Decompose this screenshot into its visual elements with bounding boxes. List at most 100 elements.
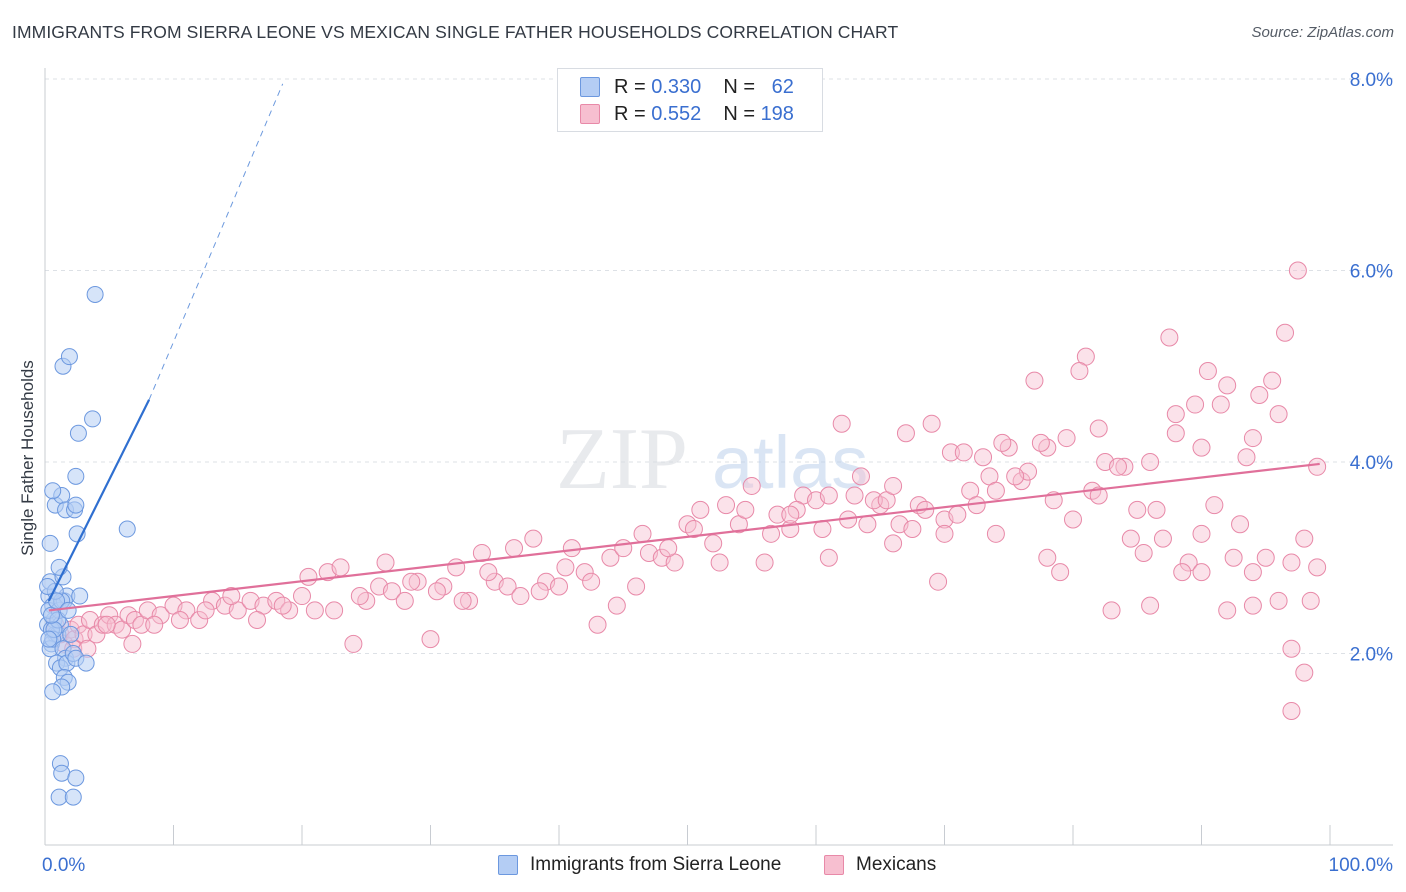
r-label: R = [614, 102, 646, 125]
point-mexicans [1064, 510, 1082, 529]
correlation-legend: R = 0.330 N = 62 R = 0.552 N = 198 [557, 68, 823, 132]
legend-row-sierra-leone: R = 0.330 N = 62 [580, 74, 794, 100]
point-mexicans [1263, 371, 1282, 390]
point-mexicans [299, 567, 318, 586]
point-mexicans [123, 634, 142, 653]
point-mexicans [550, 577, 568, 596]
point-mexicans [717, 496, 736, 515]
point-mexicans [1250, 385, 1269, 404]
point-mexicans [376, 553, 395, 572]
point-mexicans [1141, 596, 1160, 615]
point-mexicans [1192, 524, 1211, 543]
legend-swatch-pink [580, 104, 600, 124]
point-sierra-leone [59, 601, 77, 619]
point-mexicans [948, 505, 967, 524]
point-mexicans [248, 610, 267, 629]
point-mexicans [941, 443, 960, 462]
point-mexicans [1295, 529, 1314, 548]
point-mexicans [97, 615, 116, 634]
point-sierra-leone [41, 534, 59, 552]
y-axis-title: Single Father Households [18, 360, 37, 556]
point-mexicans [427, 582, 446, 601]
point-sierra-leone [118, 520, 136, 538]
point-mexicans [408, 572, 427, 591]
point-mexicans [1231, 515, 1250, 534]
tick-labels: 2.0% 4.0% 6.0% 8.0% 0.0% 100.0% [42, 70, 1393, 876]
point-mexicans [1243, 429, 1262, 448]
point-mexicans [1256, 548, 1275, 567]
point-mexicans [633, 524, 652, 543]
point-mexicans [305, 601, 324, 620]
point-mexicans [819, 486, 838, 505]
point-mexicans [582, 572, 601, 591]
point-mexicans [562, 539, 581, 558]
point-mexicans [350, 587, 369, 606]
point-mexicans [588, 615, 607, 634]
point-mexicans [1173, 563, 1192, 582]
point-mexicans [1288, 261, 1307, 280]
point-mexicans [858, 515, 877, 534]
point-sierra-leone [44, 482, 62, 500]
point-mexicans [884, 476, 903, 495]
point-mexicans [511, 587, 530, 606]
point-mexicans [1224, 548, 1243, 567]
point-mexicans [1038, 548, 1057, 567]
point-mexicans [1308, 457, 1327, 476]
n-label: N = [723, 75, 755, 98]
point-mexicans [460, 591, 479, 610]
point-mexicans [845, 486, 864, 505]
point-sierra-leone [50, 788, 68, 806]
trend-line-sierra-leone-extension [148, 83, 284, 400]
point-mexicans [395, 591, 414, 610]
y-tick-label: 8.0% [1350, 70, 1393, 91]
point-mexicans [151, 606, 170, 625]
point-mexicans [614, 539, 633, 558]
point-mexicans [819, 548, 838, 567]
point-mexicans [331, 558, 350, 577]
point-mexicans [1089, 486, 1108, 505]
n-value-sierra-leone: 62 [771, 75, 794, 98]
point-mexicans [1301, 591, 1320, 610]
point-mexicans [832, 414, 851, 433]
point-mexicans [1147, 500, 1166, 519]
series-mexicans [46, 261, 1327, 720]
trend-lines [47, 83, 1320, 612]
point-mexicans [1205, 496, 1224, 515]
point-mexicans [1218, 601, 1237, 620]
point-mexicans [896, 424, 915, 443]
point-mexicans [659, 539, 678, 558]
point-mexicans [1051, 563, 1070, 582]
point-mexicans [1186, 395, 1205, 414]
point-mexicans [768, 505, 787, 524]
bottom-legend-mexicans: Mexicans [824, 852, 936, 878]
point-mexicans [762, 524, 781, 543]
point-mexicans [402, 572, 421, 591]
point-mexicans [1115, 457, 1134, 476]
point-mexicans [607, 596, 626, 615]
n-value-mexicans: 198 [760, 102, 794, 125]
chart-title: IMMIGRANTS FROM SIERRA LEONE VS MEXICAN … [12, 22, 899, 42]
point-mexicans [1218, 376, 1237, 395]
point-mexicans [1166, 424, 1185, 443]
point-mexicans [601, 548, 620, 567]
point-mexicans [177, 601, 196, 620]
point-sierra-leone [40, 630, 58, 648]
point-mexicans [1211, 395, 1230, 414]
point-mexicans [736, 500, 755, 519]
point-mexicans [935, 524, 954, 543]
r-value-mexicans: 0.552 [651, 102, 702, 125]
point-mexicans [1102, 601, 1121, 620]
point-mexicans [1282, 553, 1301, 572]
point-mexicans [755, 553, 774, 572]
legend-swatch-blue [580, 77, 600, 97]
legend-swatch-blue [498, 855, 518, 875]
point-mexicans [851, 467, 870, 486]
point-sierra-leone [86, 285, 104, 303]
point-mexicans [1282, 701, 1301, 720]
legend-label-mexicans: Mexicans [856, 854, 937, 875]
watermark: ZIP atlas [556, 411, 868, 508]
point-mexicans [1192, 563, 1211, 582]
point-mexicans [1269, 405, 1288, 424]
point-sierra-leone [69, 424, 87, 442]
